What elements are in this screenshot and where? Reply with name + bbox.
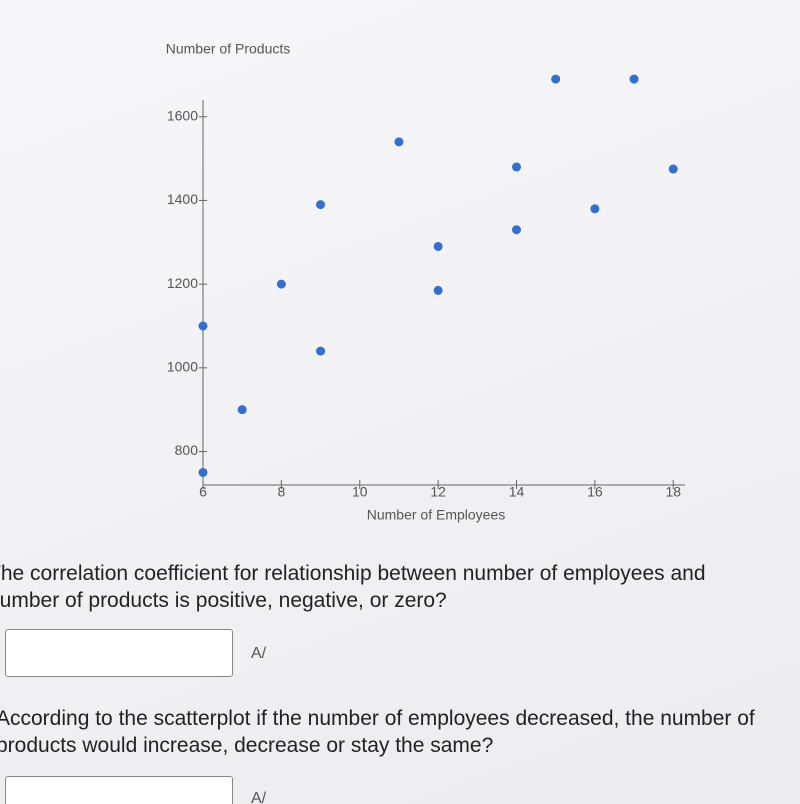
data-point (276, 279, 286, 289)
answer-input[interactable] (5, 776, 233, 804)
spellcheck-icon[interactable]: A/ (251, 790, 267, 804)
data-point (316, 200, 326, 210)
data-point (394, 137, 404, 147)
data-point (433, 285, 443, 295)
data-point (511, 225, 521, 235)
y-tick-label: 1000 (167, 359, 198, 375)
x-tick-label: 18 (665, 484, 681, 500)
question-line: The correlation coefficient for relation… (0, 562, 706, 585)
data-point (511, 162, 521, 172)
y-tick-label: 1600 (167, 107, 198, 123)
data-point (668, 164, 678, 174)
x-tick-label: 8 (277, 484, 285, 500)
question-text: The correlation coefficient for relation… (0, 560, 706, 614)
x-tick-label: 12 (430, 484, 446, 500)
question-line: number of products is positive, negative… (0, 589, 447, 612)
data-point (433, 241, 443, 251)
x-tick-label: 6 (199, 484, 207, 500)
y-tick-label: 1400 (167, 191, 198, 207)
y-tick-label: 1200 (167, 275, 198, 291)
x-tick-label: 14 (509, 484, 525, 500)
question-line: According to the scatterplot if the numb… (0, 707, 755, 730)
data-point (198, 467, 208, 477)
data-point (629, 74, 639, 84)
x-tick-label: 16 (587, 484, 603, 500)
question-line: products would increase, decrease or sta… (0, 734, 494, 757)
answer-input[interactable] (5, 629, 233, 677)
data-point (551, 74, 561, 84)
question-text: According to the scatterplot if the numb… (0, 705, 755, 759)
x-tick-label: 10 (352, 484, 368, 500)
spellcheck-icon[interactable]: A/ (251, 645, 267, 662)
data-point (198, 321, 208, 331)
y-tick-label: 800 (175, 442, 199, 458)
data-point (590, 204, 600, 214)
chart: Number of Products Number of Employees 8… (166, 41, 685, 523)
data-point (316, 346, 326, 356)
y-axis-title: Number of Products (166, 41, 291, 57)
x-axis-title: Number of Employees (367, 507, 506, 523)
data-point (237, 405, 247, 415)
